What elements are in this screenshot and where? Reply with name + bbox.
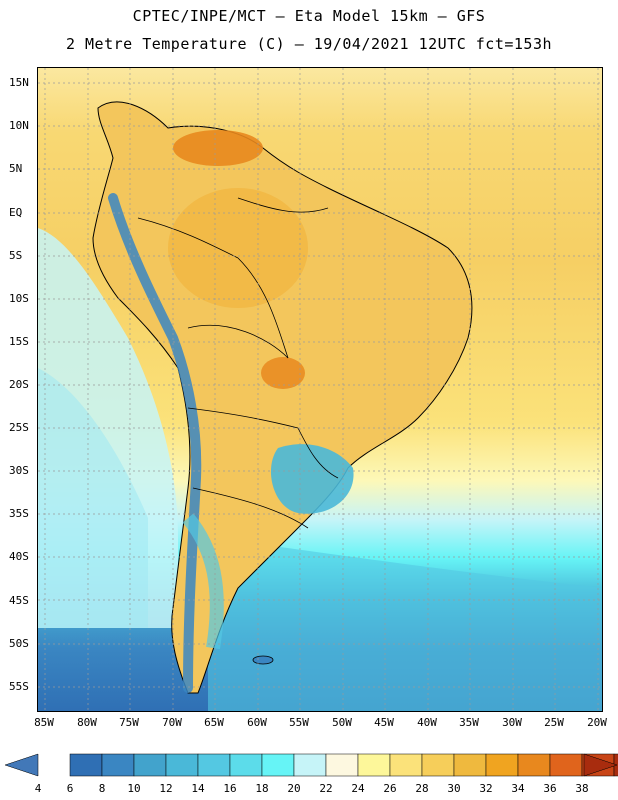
colorbar-label: 10	[127, 782, 141, 795]
colorbar-swatch	[549, 753, 583, 777]
colorbar-label: 6	[66, 782, 74, 795]
colorbar-label: 14	[191, 782, 205, 795]
falkland-islands	[252, 655, 274, 665]
graticule	[38, 68, 602, 711]
lon-label: 30W	[502, 716, 522, 729]
map-title-line1: CPTEC/INPE/MCT – Eta Model 15km – GFS	[132, 7, 486, 25]
warm-area-amazon	[168, 188, 308, 308]
colorbar-swatch	[421, 753, 455, 777]
colorbar-swatch	[261, 753, 295, 777]
patagonia-cool-area	[182, 513, 224, 650]
colorbar-swatch	[517, 753, 551, 777]
lat-label: 50S	[9, 637, 29, 650]
map-canvas	[38, 68, 602, 711]
hot-area-pantanal	[261, 357, 305, 389]
colorbar-label: 34	[511, 782, 525, 795]
lat-label: 25S	[9, 421, 29, 434]
lat-label: 15S	[9, 335, 29, 348]
colorbar-label: 16	[223, 782, 237, 795]
lon-label: 65W	[204, 716, 224, 729]
colorbar-swatch	[101, 753, 135, 777]
cool-area-southern-brazil	[270, 444, 354, 514]
colorbar-swatch	[165, 753, 199, 777]
colorbar-swatch	[229, 753, 263, 777]
colorbar-swatch	[357, 753, 391, 777]
lon-label: 85W	[34, 716, 54, 729]
colorbar-swatch	[325, 753, 359, 777]
lon-label: 55W	[289, 716, 309, 729]
colorbar-label: 30	[447, 782, 461, 795]
lon-label: 45W	[374, 716, 394, 729]
colorbar-label: 36	[543, 782, 557, 795]
country-borders	[137, 197, 339, 529]
lat-label: EQ	[9, 206, 23, 219]
map-title-line2: 2 Metre Temperature (C) – 19/04/2021 12U…	[65, 35, 553, 53]
lon-label: 25W	[544, 716, 564, 729]
colorbar-swatch	[69, 753, 103, 777]
andes-cold-ridge	[108, 193, 202, 693]
colorbar-right-arrow	[583, 753, 618, 777]
lat-label: 40S	[9, 550, 29, 563]
colorbar-left-arrow	[4, 753, 39, 777]
colorbar-label: 26	[383, 782, 397, 795]
colorbar-label: 18	[255, 782, 269, 795]
colorbar-label: 12	[159, 782, 173, 795]
colorbar-label: 28	[415, 782, 429, 795]
lon-label: 20W	[587, 716, 607, 729]
lat-label: 20S	[9, 378, 29, 391]
lat-label: 5N	[9, 162, 23, 175]
lat-label: 10N	[9, 119, 29, 132]
color-bar	[4, 753, 618, 777]
colorbar-label: 24	[351, 782, 365, 795]
lat-label: 55S	[9, 680, 29, 693]
lon-label: 75W	[119, 716, 139, 729]
colorbar-swatch	[453, 753, 487, 777]
lat-label: 35S	[9, 507, 29, 520]
colorbar-swatches	[69, 753, 618, 777]
temperature-map	[37, 67, 603, 712]
lon-label: 70W	[162, 716, 182, 729]
colorbar-swatch	[485, 753, 519, 777]
lat-label: 10S	[9, 292, 29, 305]
lat-label: 30S	[9, 464, 29, 477]
colorbar-swatch	[293, 753, 327, 777]
lat-label: 15N	[9, 76, 29, 89]
colorbar-swatch	[133, 753, 167, 777]
colorbar-swatch	[197, 753, 231, 777]
lat-label: 5S	[9, 249, 23, 262]
pacific-cool-band-inner	[38, 368, 148, 628]
colorbar-label: 38	[575, 782, 589, 795]
lat-label: 45S	[9, 594, 29, 607]
colorbar-label: 20	[287, 782, 301, 795]
lon-label: 50W	[332, 716, 352, 729]
colorbar-label: 22	[319, 782, 333, 795]
southern-ocean-band	[208, 538, 602, 711]
hot-area-venezuela	[173, 130, 263, 166]
colorbar-label: 4	[34, 782, 42, 795]
colorbar-swatch	[389, 753, 423, 777]
colorbar-label: 8	[98, 782, 106, 795]
lon-label: 80W	[77, 716, 97, 729]
colorbar-label: 32	[479, 782, 493, 795]
lon-label: 35W	[459, 716, 479, 729]
lon-label: 40W	[417, 716, 437, 729]
lon-label: 60W	[247, 716, 267, 729]
